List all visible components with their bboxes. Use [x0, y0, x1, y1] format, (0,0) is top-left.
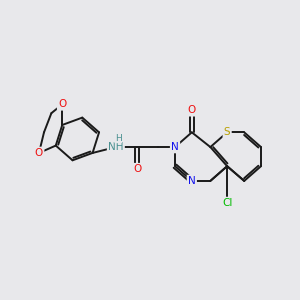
- Text: O: O: [133, 164, 141, 174]
- Text: O: O: [58, 99, 66, 110]
- Text: O: O: [35, 148, 43, 158]
- Text: N: N: [171, 142, 179, 152]
- Text: N: N: [188, 176, 196, 186]
- Text: H: H: [115, 134, 122, 143]
- Text: NH: NH: [108, 142, 124, 152]
- Text: O: O: [188, 105, 196, 115]
- Text: Cl: Cl: [222, 198, 232, 208]
- Text: S: S: [224, 127, 230, 137]
